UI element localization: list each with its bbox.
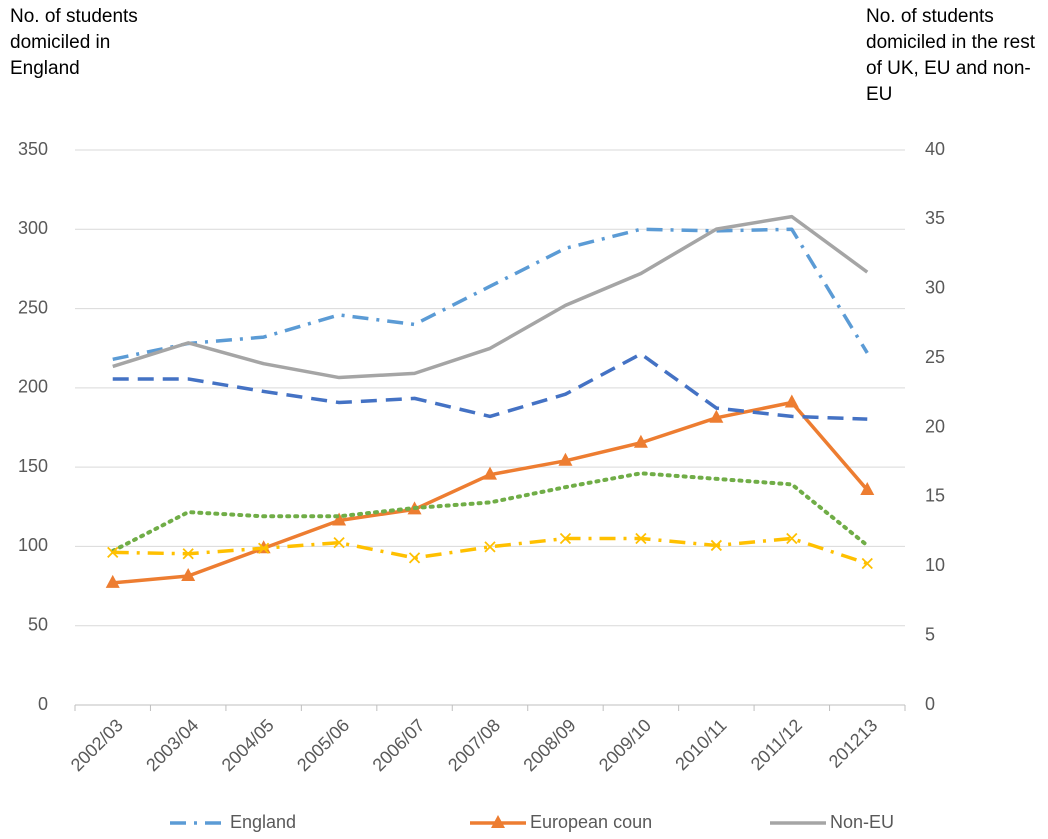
legend-label: Non-EU <box>830 812 894 832</box>
y2-tick-label: 40 <box>925 139 945 159</box>
y-tick-label: 200 <box>18 377 48 397</box>
series-line <box>112 352 868 421</box>
x-tick-label: 2004/05 <box>218 715 278 775</box>
y-tick-label: 350 <box>18 139 48 159</box>
y-tick-label: 150 <box>18 456 48 476</box>
x-tick-label: 2011/12 <box>747 715 806 774</box>
x-tick-label: 2009/10 <box>595 715 655 775</box>
marker <box>710 539 723 552</box>
y2-tick-label: 15 <box>925 486 945 506</box>
marker <box>709 409 724 423</box>
legend-label: European coun <box>530 812 652 832</box>
y2-axis-title: No. of students domiciled in the rest of… <box>866 6 1035 105</box>
y-tick-label: 100 <box>18 535 48 555</box>
series-line <box>110 471 870 553</box>
legend-marker <box>491 815 505 828</box>
marker <box>484 541 496 553</box>
legend-label: England <box>230 812 296 832</box>
series-line <box>112 227 869 362</box>
x-tick-label: 2006/07 <box>369 715 429 775</box>
y-tick-label: 50 <box>28 614 48 634</box>
marker <box>861 557 873 570</box>
x-tick-label: 2008/09 <box>519 715 579 775</box>
marker <box>181 567 196 581</box>
y2-tick-label: 5 <box>925 624 935 644</box>
x-tick-label: 201213 <box>825 715 882 772</box>
marker <box>332 512 347 526</box>
y-axis-title: No. of students domiciled in England <box>10 6 138 79</box>
series-line <box>112 400 869 585</box>
y2-tick-label: 35 <box>925 208 945 228</box>
y-tick-label: 250 <box>18 297 48 317</box>
marker <box>182 548 194 560</box>
marker <box>860 481 875 495</box>
x-tick-label: 2002/03 <box>67 715 127 775</box>
x-tick-label: 2005/06 <box>293 715 353 775</box>
marker <box>558 452 573 466</box>
series-line <box>112 536 868 566</box>
x-tick-label: 2007/08 <box>444 715 504 775</box>
marker <box>559 532 572 545</box>
marker <box>786 532 798 545</box>
marker <box>635 532 647 545</box>
x-tick-label: 2010/11 <box>671 715 730 774</box>
y-tick-label: 300 <box>18 218 48 238</box>
x-tick-label: 2003/04 <box>142 715 202 775</box>
marker <box>633 434 648 448</box>
marker <box>408 552 421 564</box>
y2-tick-label: 10 <box>925 555 945 575</box>
marker <box>105 574 120 588</box>
marker <box>107 546 119 559</box>
marker <box>483 466 497 480</box>
marker <box>333 537 345 549</box>
y2-tick-label: 0 <box>925 694 935 714</box>
y2-tick-label: 25 <box>925 347 945 367</box>
y-tick-label: 0 <box>38 694 48 714</box>
y2-tick-label: 20 <box>925 416 945 436</box>
series-line <box>112 214 869 380</box>
marker <box>257 542 270 554</box>
marker <box>784 394 799 408</box>
y2-tick-label: 30 <box>925 278 945 298</box>
